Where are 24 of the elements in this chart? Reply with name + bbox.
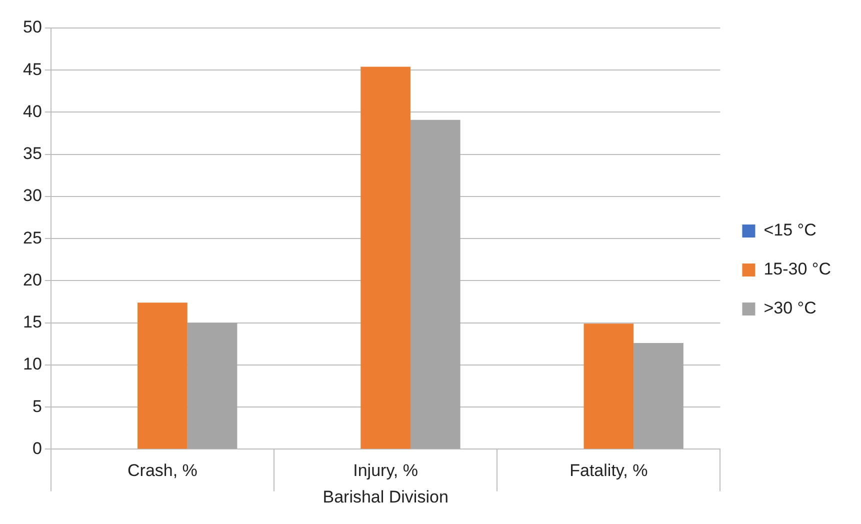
bar — [634, 343, 684, 449]
x-tick-label: Fatality, % — [570, 461, 648, 480]
legend-label: 15-30 °C — [764, 260, 832, 279]
y-tick-label: 40 — [22, 102, 42, 121]
y-tick-label: 30 — [22, 186, 42, 206]
y-tick-label: 0 — [32, 438, 42, 458]
y-tick-label: 25 — [22, 228, 42, 248]
bar — [360, 66, 410, 449]
legend-label: >30 °C — [764, 298, 816, 318]
x-tick-label: Crash, % — [128, 461, 198, 480]
y-tick-label: 50 — [22, 18, 42, 37]
y-tick-label: 10 — [22, 354, 42, 374]
legend-label: <15 °C — [764, 220, 816, 240]
bar — [584, 324, 634, 449]
y-tick-label: 5 — [32, 396, 42, 416]
y-tick-label: 45 — [22, 60, 42, 79]
bar — [187, 322, 238, 449]
y-tick-label: 35 — [22, 144, 42, 164]
bar — [410, 120, 460, 449]
x-axis-title: Barishal Division — [322, 487, 448, 506]
y-tick-label: 15 — [22, 312, 42, 332]
y-tick-label: 20 — [22, 270, 42, 290]
x-tick-label: Injury, % — [353, 461, 418, 480]
bar — [138, 302, 188, 449]
